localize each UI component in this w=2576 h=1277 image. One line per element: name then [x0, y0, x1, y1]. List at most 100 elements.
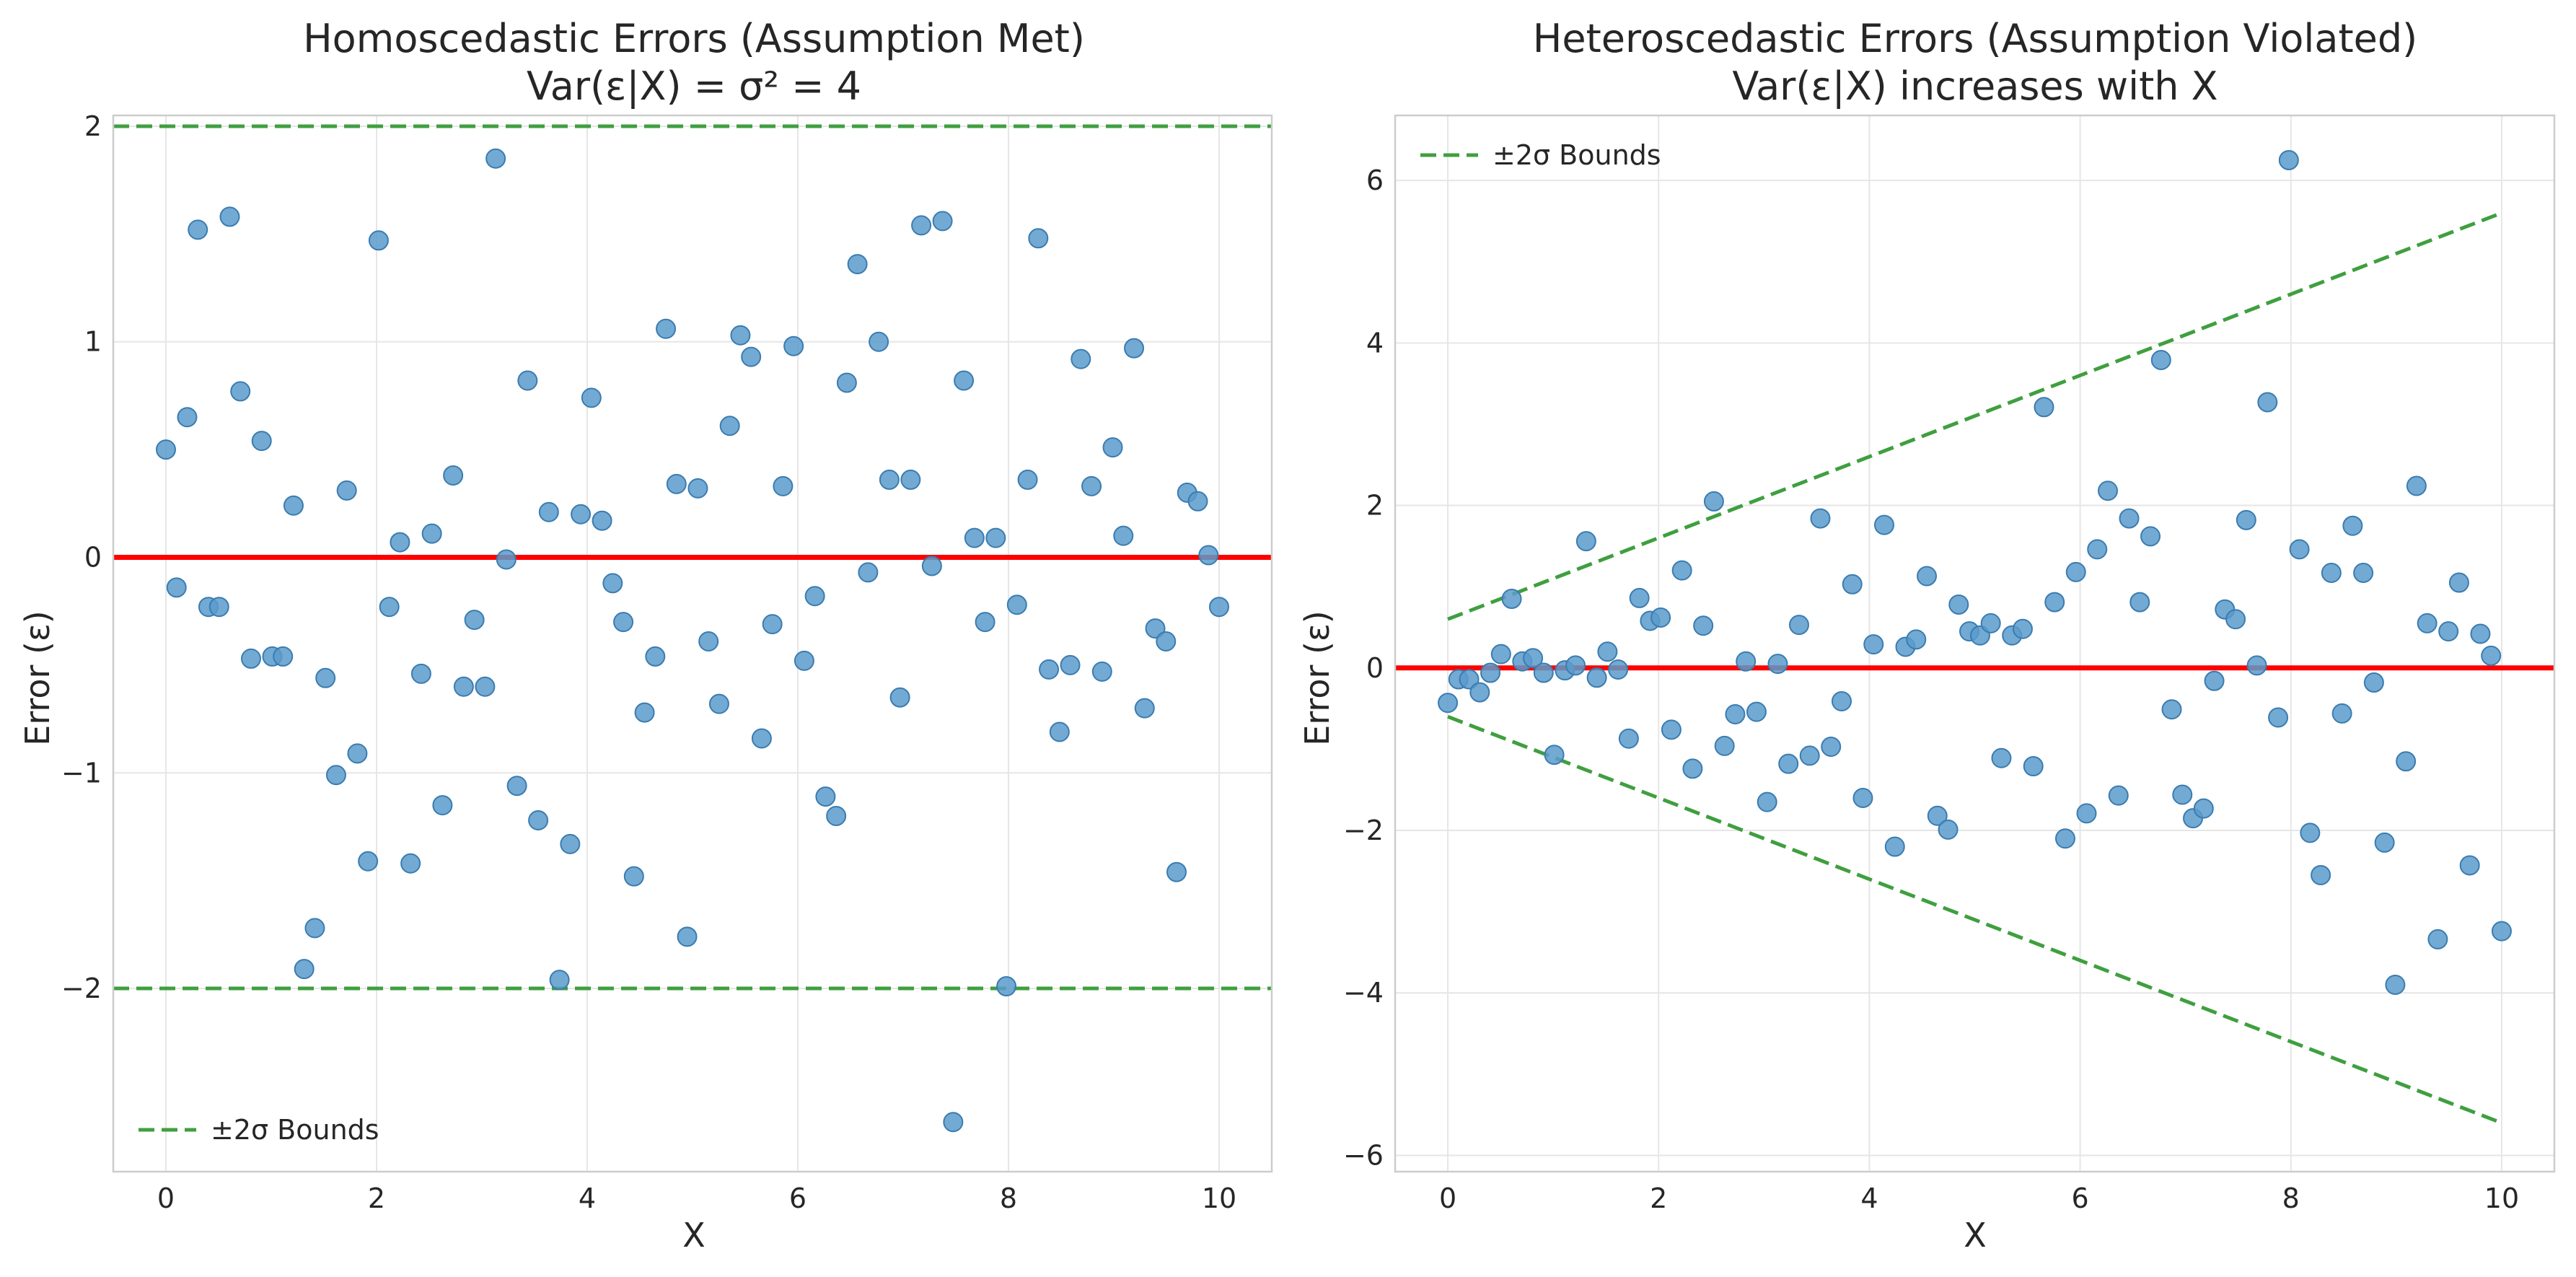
data-point [421, 523, 442, 544]
data-point [1906, 629, 1927, 650]
data-point [2331, 703, 2352, 724]
data-point [2108, 785, 2129, 806]
data-point [2481, 645, 2502, 666]
data-point [1060, 654, 1081, 675]
data-point [1917, 566, 1938, 587]
x-tick-label: 4 [579, 1182, 596, 1214]
y-tick-label: 0 [84, 541, 102, 573]
data-point [2193, 798, 2214, 819]
data-point [719, 416, 740, 436]
data-point [400, 853, 421, 874]
y-tick-labels: −6 −4 −2 0 2 4 6 [1343, 164, 1384, 1171]
data-point [2044, 592, 2065, 613]
data-point [379, 597, 400, 618]
data-point [1661, 719, 1682, 740]
data-point [932, 211, 953, 232]
data-point [2076, 803, 2097, 824]
data-point [347, 743, 368, 764]
data-point [1039, 659, 1060, 680]
data-point [251, 431, 272, 452]
data-point [1501, 589, 1522, 610]
scatter-points [1438, 149, 2512, 995]
data-point [602, 573, 623, 594]
data-point [1821, 737, 1842, 758]
data-point [815, 786, 836, 807]
data-point [634, 702, 655, 723]
data-point [538, 501, 559, 522]
data-point [1597, 641, 1618, 662]
data-point [1852, 787, 1873, 808]
data-point [2491, 921, 2512, 942]
data-point [889, 687, 910, 708]
x-tick-label: 8 [1000, 1182, 1017, 1214]
data-point [2065, 561, 2086, 582]
data-point [1736, 651, 1757, 672]
data-point [847, 254, 868, 275]
data-point [2225, 609, 2246, 630]
panel-title-line1: Heteroscedastic Errors (Assumption Viola… [1533, 16, 2417, 61]
data-point [2257, 392, 2278, 413]
data-point [325, 765, 346, 786]
y-tick-label: −2 [1343, 815, 1384, 846]
data-point [240, 648, 261, 669]
data-point [336, 480, 357, 501]
data-point [943, 1112, 964, 1133]
data-point [911, 215, 932, 236]
data-point [741, 346, 762, 367]
data-point [1071, 348, 1091, 369]
data-point [2054, 828, 2075, 849]
data-point [2236, 509, 2256, 530]
data-point [2311, 864, 2331, 885]
data-point [879, 469, 900, 490]
x-tick-label: 4 [1860, 1182, 1878, 1214]
data-point [2268, 707, 2289, 728]
data-point [985, 527, 1006, 548]
y-tick-label: 0 [1366, 652, 1384, 684]
heteroscedastic-panel: Heteroscedastic Errors (Assumption Viola… [1298, 16, 2556, 1255]
data-point [283, 495, 304, 516]
data-point [390, 532, 410, 553]
data-point [1810, 508, 1831, 529]
data-point [1650, 607, 1671, 628]
data-point [1831, 690, 1852, 711]
data-point [177, 407, 198, 428]
data-point [1725, 703, 1746, 724]
panel-title-line2: Var(ε|X) = σ² = 4 [527, 63, 861, 109]
y-tick-label: 2 [84, 110, 102, 142]
data-point [996, 976, 1017, 997]
data-point [2448, 572, 2469, 593]
data-point [1746, 701, 1767, 722]
data-point [475, 676, 496, 697]
data-point [2023, 756, 2044, 777]
y-axis-label: Error (ε) [18, 610, 57, 746]
x-tick-label: 6 [789, 1182, 806, 1214]
data-point [1714, 735, 1735, 756]
data-point [464, 610, 485, 631]
plot-frame [1394, 114, 2556, 1173]
data-point [1166, 861, 1187, 882]
data-point [230, 381, 251, 402]
reference-lines [113, 124, 1272, 991]
data-point [1533, 662, 1554, 683]
data-point [2098, 480, 2119, 501]
data-point [804, 586, 825, 607]
data-point [1671, 560, 1692, 581]
data-point [1575, 531, 1596, 552]
data-point [1874, 514, 1895, 535]
x-tick-label: 8 [2282, 1182, 2300, 1214]
data-point [2321, 563, 2342, 584]
data-point [1017, 469, 1038, 490]
legend-label: ±2σ Bounds [211, 1114, 379, 1146]
data-point [1480, 662, 1501, 683]
data-point [2300, 822, 2321, 843]
y-tick-label: 1 [84, 326, 102, 358]
data-point [2161, 699, 2182, 720]
data-point [560, 833, 581, 854]
data-point [1693, 615, 1714, 636]
data-point [677, 926, 698, 947]
data-point [2087, 539, 2108, 560]
data-point [1586, 667, 1607, 688]
data-point [1565, 655, 1586, 676]
data-point [1134, 698, 1155, 719]
data-point [2012, 618, 2033, 639]
